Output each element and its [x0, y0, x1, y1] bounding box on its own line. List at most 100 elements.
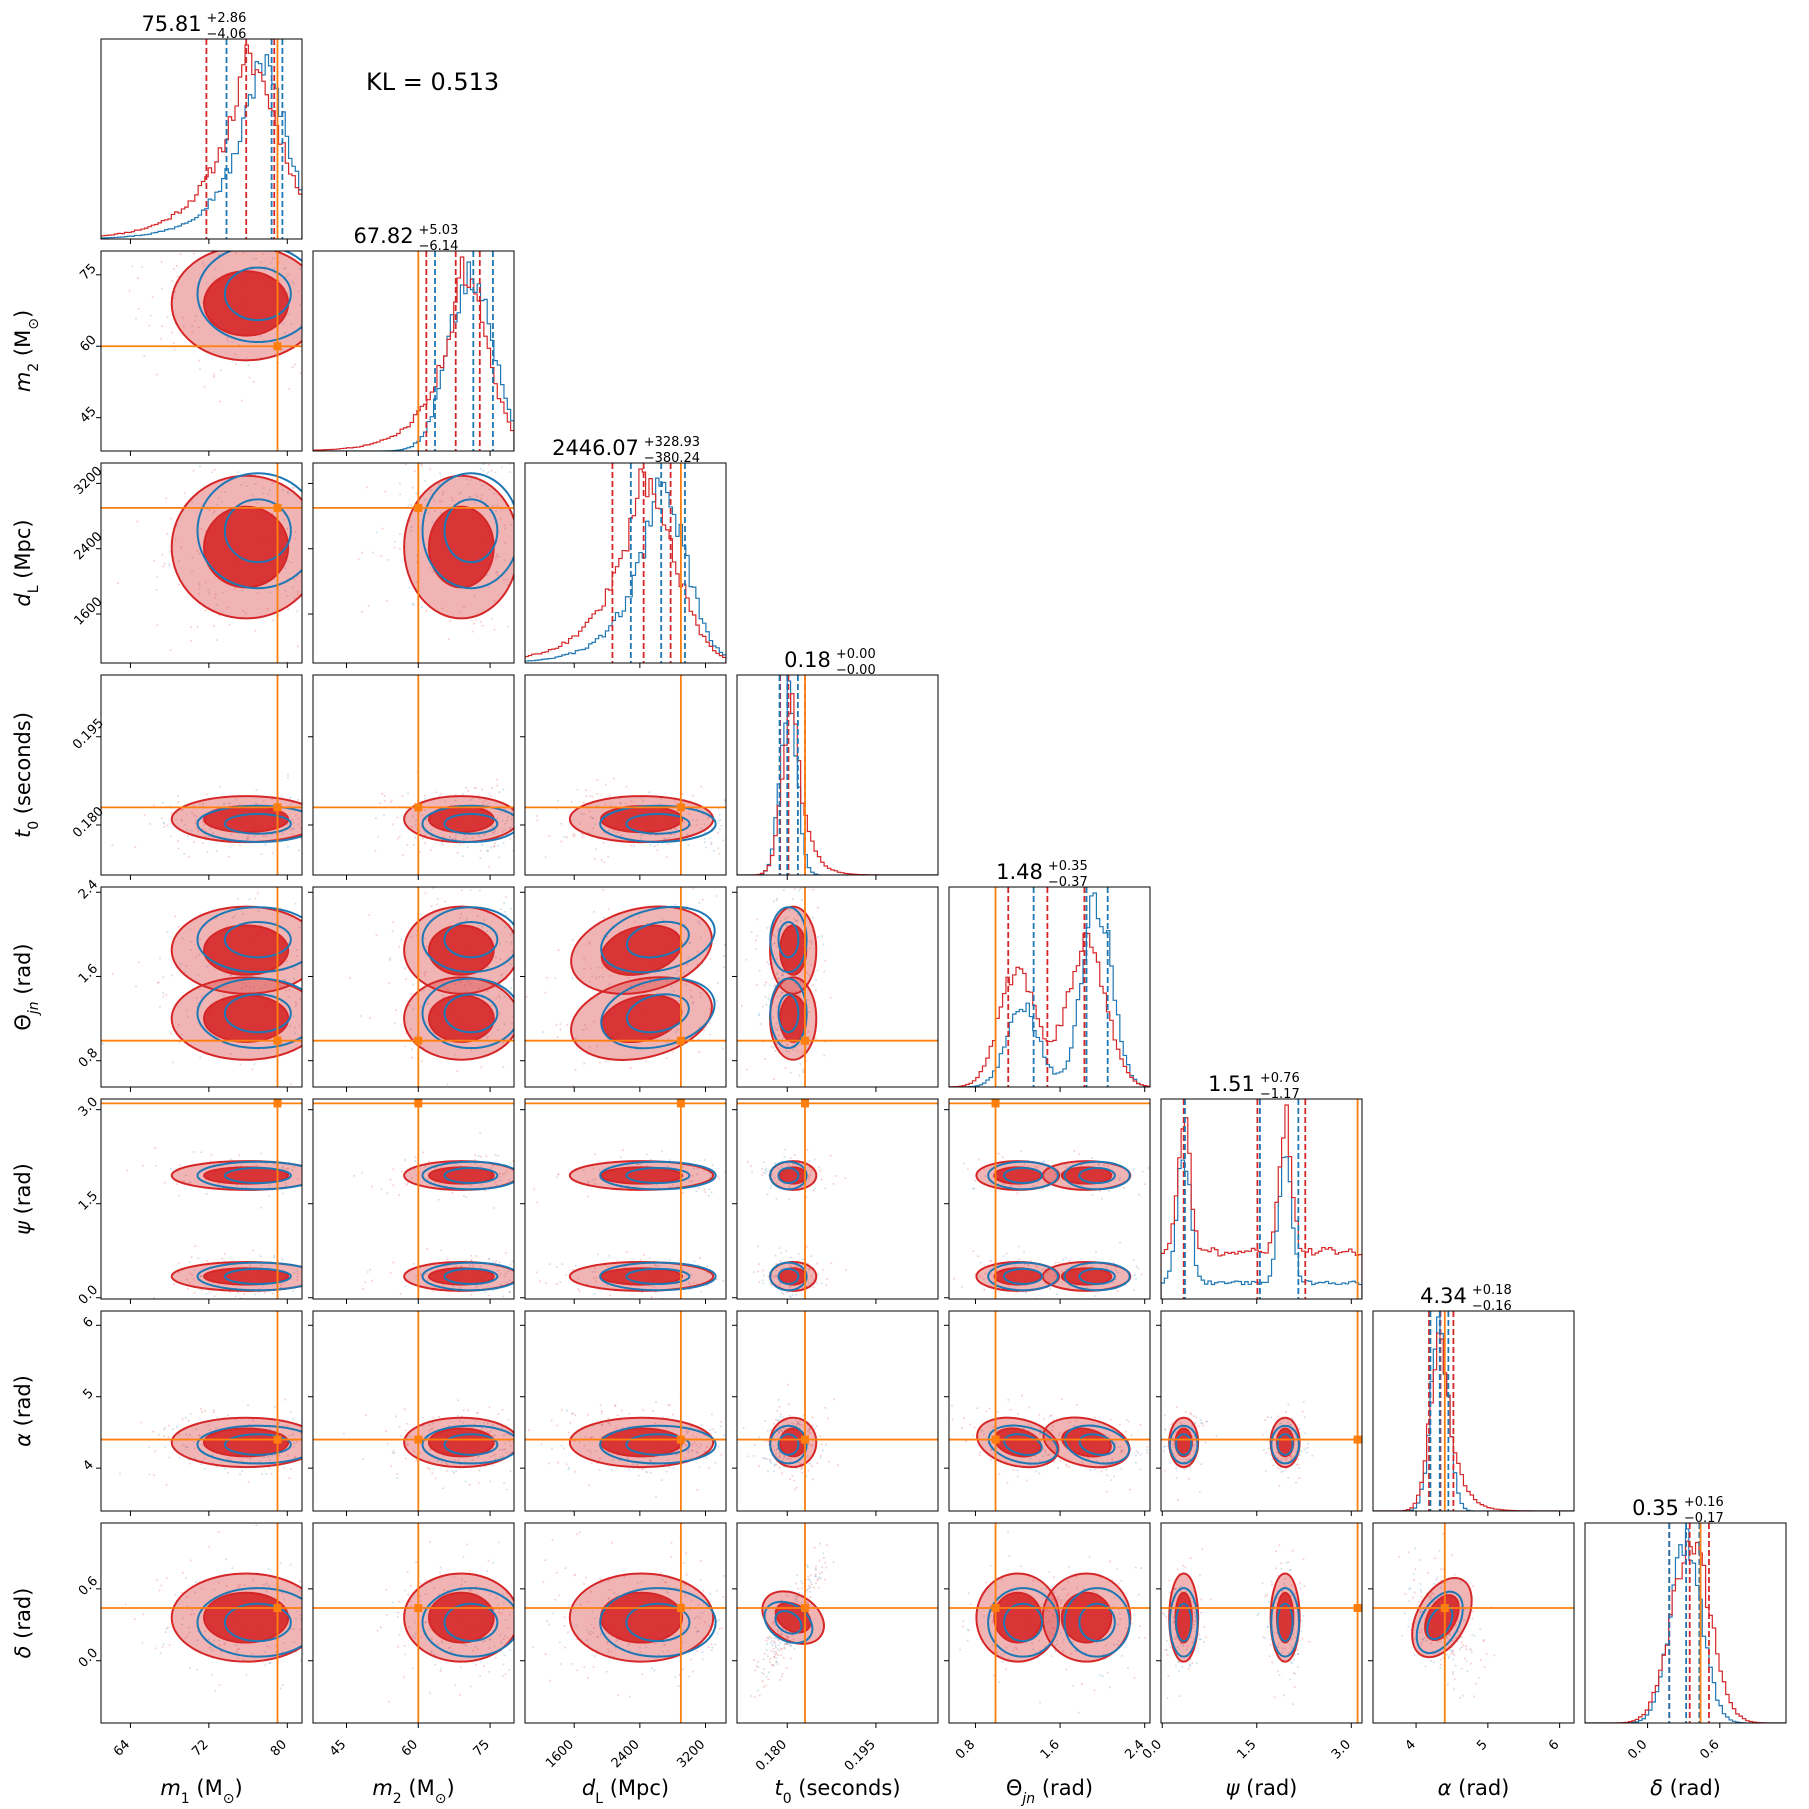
- sample-point: [143, 354, 146, 357]
- sample-point: [226, 606, 229, 609]
- contour-68-series-b: [625, 1267, 691, 1285]
- sample-point: [559, 1280, 562, 1283]
- sample-point: [190, 1256, 193, 1259]
- sample-point: [217, 496, 220, 499]
- contour-95-series-b: [196, 472, 302, 590]
- sample-point: [391, 930, 394, 933]
- sample-point: [590, 1462, 593, 1465]
- sample-point: [667, 1037, 670, 1040]
- sample-point: [685, 1430, 688, 1433]
- sample-point: [285, 1184, 288, 1187]
- sample-point: [162, 976, 165, 979]
- sample-point: [262, 339, 265, 342]
- sample-point: [765, 1003, 768, 1006]
- sample-point: [587, 1180, 590, 1183]
- sample-point: [591, 975, 594, 978]
- sample-point: [393, 1452, 396, 1455]
- sample-point: [415, 581, 418, 584]
- sample-point: [786, 1291, 789, 1294]
- sample-point: [268, 1195, 271, 1198]
- sample-point: [175, 818, 178, 821]
- sample-point: [801, 1258, 804, 1261]
- sample-point: [289, 1024, 292, 1027]
- sample-point: [592, 1167, 595, 1170]
- sample-point: [777, 1398, 780, 1401]
- sample-point: [582, 801, 585, 804]
- sample-point: [431, 521, 434, 524]
- sample-point: [152, 1474, 155, 1477]
- sample-point: [293, 1166, 296, 1169]
- sample-point: [1102, 1164, 1105, 1167]
- sample-point: [556, 1424, 559, 1427]
- sample-point: [1107, 1435, 1110, 1438]
- sample-point: [186, 1278, 189, 1281]
- sample-point: [240, 484, 243, 487]
- sample-point: [1091, 1194, 1094, 1197]
- sample-point: [497, 1269, 500, 1272]
- sample-point: [281, 1192, 284, 1195]
- sample-point: [1009, 1408, 1012, 1411]
- sample-point: [625, 1250, 628, 1253]
- sample-point: [759, 1022, 762, 1025]
- sample-point: [832, 1398, 835, 1401]
- sample-point: [203, 385, 206, 388]
- contour-68-series-a: [428, 1427, 495, 1458]
- sample-point: [457, 1414, 460, 1417]
- sample-point: [596, 966, 599, 969]
- sample-point: [415, 819, 418, 822]
- sample-point: [785, 1049, 788, 1052]
- sample-point: [654, 834, 657, 837]
- sample-point: [212, 375, 215, 378]
- sample-point: [799, 1062, 802, 1065]
- sample-point: [211, 1453, 214, 1456]
- sample-point: [427, 1160, 430, 1163]
- sample-point: [140, 1421, 143, 1424]
- sample-point: [404, 1457, 407, 1460]
- sample-point: [1017, 1245, 1020, 1248]
- sample-point: [273, 1254, 276, 1257]
- sample-point: [619, 802, 622, 805]
- sample-point: [492, 1207, 495, 1210]
- sample-point: [766, 1458, 769, 1461]
- sample-point: [673, 827, 676, 830]
- panel-frame: [100, 1310, 303, 1512]
- sample-point: [260, 853, 263, 856]
- sample-point: [197, 974, 200, 977]
- sample-point: [197, 830, 200, 833]
- sample-point: [584, 1024, 587, 1027]
- sample-point: [1043, 1417, 1046, 1420]
- sample-point: [166, 315, 169, 318]
- sample-point: [777, 977, 780, 980]
- sample-point: [583, 813, 586, 816]
- sample-point: [816, 969, 819, 972]
- sample-point: [634, 920, 637, 923]
- sample-point: [490, 469, 493, 472]
- sample-point: [798, 1074, 801, 1077]
- sample-point: [502, 788, 505, 791]
- sample-point: [245, 485, 248, 488]
- sample-point: [428, 1468, 431, 1471]
- sample-point: [480, 497, 483, 500]
- sample-point: [491, 1260, 494, 1263]
- sample-point: [201, 1443, 204, 1446]
- sample-point: [291, 280, 294, 283]
- sample-point: [790, 1421, 793, 1424]
- sample-point: [788, 1285, 791, 1288]
- sample-point: [808, 1178, 811, 1181]
- sample-point: [509, 1470, 512, 1473]
- sample-point: [1133, 1274, 1136, 1277]
- sample-point: [214, 596, 217, 599]
- sample-point: [781, 1457, 784, 1460]
- sample-point: [441, 490, 444, 493]
- sample-point: [1029, 1457, 1032, 1460]
- sample-point: [649, 1459, 652, 1462]
- sample-point: [252, 1419, 255, 1422]
- sample-point: [533, 1188, 536, 1191]
- sample-point: [286, 594, 289, 597]
- sample-point: [745, 1068, 748, 1071]
- sample-point: [101, 1042, 104, 1045]
- sample-point: [687, 1430, 690, 1433]
- sample-point: [451, 1191, 454, 1194]
- sample-point: [473, 786, 476, 789]
- sample-point: [691, 1180, 694, 1183]
